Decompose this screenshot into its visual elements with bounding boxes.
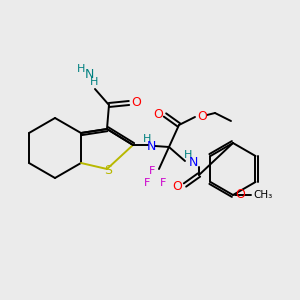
- Text: N: N: [84, 68, 94, 82]
- Text: S: S: [104, 164, 112, 176]
- Text: N: N: [146, 140, 156, 152]
- Text: N: N: [188, 157, 198, 169]
- Text: O: O: [197, 110, 207, 122]
- Text: O: O: [131, 97, 141, 110]
- Text: O: O: [172, 179, 182, 193]
- Text: F: F: [160, 178, 166, 188]
- Text: H: H: [77, 64, 85, 74]
- Text: H: H: [184, 150, 192, 160]
- Text: CH₃: CH₃: [254, 190, 273, 200]
- Text: F: F: [144, 178, 150, 188]
- Text: H: H: [90, 77, 98, 87]
- Text: H: H: [143, 134, 151, 144]
- Text: F: F: [149, 166, 155, 176]
- Text: O: O: [235, 188, 245, 202]
- Text: O: O: [153, 107, 163, 121]
